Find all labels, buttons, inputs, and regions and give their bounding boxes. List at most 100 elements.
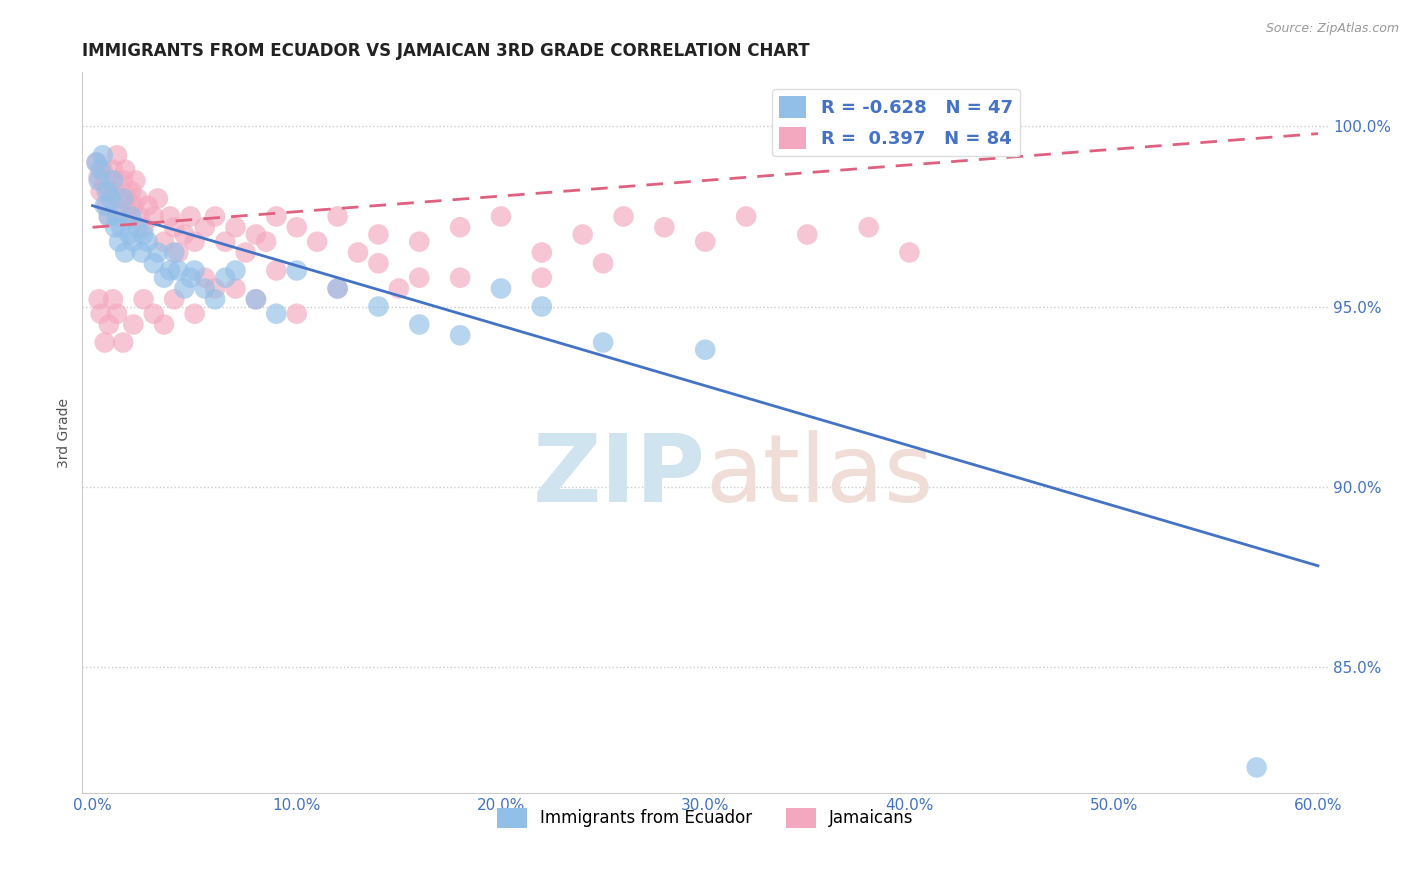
Point <box>592 335 614 350</box>
Point <box>86 155 108 169</box>
Point <box>1246 760 1268 774</box>
Text: ZIP: ZIP <box>533 430 706 522</box>
Point <box>183 235 205 249</box>
Point <box>695 235 717 249</box>
Point <box>347 245 370 260</box>
Point <box>153 235 176 249</box>
Point <box>592 256 614 270</box>
Point <box>112 191 135 205</box>
Point <box>163 293 186 307</box>
Point <box>122 199 145 213</box>
Point <box>183 307 205 321</box>
Point <box>214 235 236 249</box>
Point <box>100 184 122 198</box>
Point <box>122 318 145 332</box>
Point <box>153 270 176 285</box>
Point <box>173 281 195 295</box>
Point <box>163 220 186 235</box>
Point <box>97 318 120 332</box>
Point <box>254 235 277 249</box>
Point <box>449 270 471 285</box>
Y-axis label: 3rd Grade: 3rd Grade <box>58 398 72 467</box>
Point <box>96 184 118 198</box>
Point <box>163 245 186 260</box>
Point <box>108 191 131 205</box>
Point <box>146 191 169 205</box>
Point <box>87 293 110 307</box>
Point <box>530 270 553 285</box>
Point <box>326 281 349 295</box>
Point <box>408 318 430 332</box>
Point <box>97 210 120 224</box>
Point <box>136 235 159 249</box>
Point <box>110 206 132 220</box>
Legend: Immigrants from Ecuador, Jamaicans: Immigrants from Ecuador, Jamaicans <box>491 801 920 835</box>
Point <box>159 263 181 277</box>
Point <box>120 210 142 224</box>
Point <box>194 270 217 285</box>
Text: atlas: atlas <box>706 430 934 522</box>
Point <box>120 184 142 198</box>
Point <box>173 227 195 242</box>
Point <box>224 220 246 235</box>
Point <box>204 210 226 224</box>
Point <box>112 335 135 350</box>
Point <box>307 235 329 249</box>
Point <box>408 235 430 249</box>
Point <box>735 210 758 224</box>
Point <box>530 300 553 314</box>
Point <box>90 162 112 177</box>
Point <box>115 191 138 205</box>
Point <box>101 293 124 307</box>
Point <box>266 263 288 277</box>
Point <box>127 220 149 235</box>
Point <box>194 281 217 295</box>
Point <box>449 220 471 235</box>
Point <box>132 227 155 242</box>
Point <box>367 227 389 242</box>
Point <box>285 263 308 277</box>
Text: Source: ZipAtlas.com: Source: ZipAtlas.com <box>1265 22 1399 36</box>
Point <box>180 210 202 224</box>
Point <box>91 162 114 177</box>
Point <box>94 199 117 213</box>
Point <box>167 263 190 277</box>
Point <box>898 245 921 260</box>
Point <box>245 227 267 242</box>
Point <box>142 256 165 270</box>
Point <box>100 191 122 205</box>
Point <box>87 169 110 184</box>
Point <box>285 307 308 321</box>
Point <box>245 293 267 307</box>
Point <box>94 335 117 350</box>
Point <box>132 220 155 235</box>
Point <box>612 210 634 224</box>
Point <box>489 281 512 295</box>
Point <box>136 199 159 213</box>
Point <box>796 227 818 242</box>
Point <box>408 270 430 285</box>
Point <box>105 210 128 224</box>
Point <box>146 245 169 260</box>
Point <box>108 235 131 249</box>
Point <box>118 210 141 224</box>
Point <box>245 293 267 307</box>
Point <box>94 177 117 191</box>
Point <box>104 173 127 187</box>
Point <box>105 307 128 321</box>
Point <box>101 173 124 187</box>
Point <box>266 307 288 321</box>
Point <box>367 256 389 270</box>
Point <box>114 245 136 260</box>
Point <box>285 220 308 235</box>
Point <box>695 343 717 357</box>
Point <box>388 281 411 295</box>
Point <box>91 148 114 162</box>
Point <box>159 210 181 224</box>
Point <box>858 220 880 235</box>
Point <box>183 263 205 277</box>
Point <box>194 220 217 235</box>
Point <box>90 307 112 321</box>
Point <box>104 220 127 235</box>
Point <box>128 210 150 224</box>
